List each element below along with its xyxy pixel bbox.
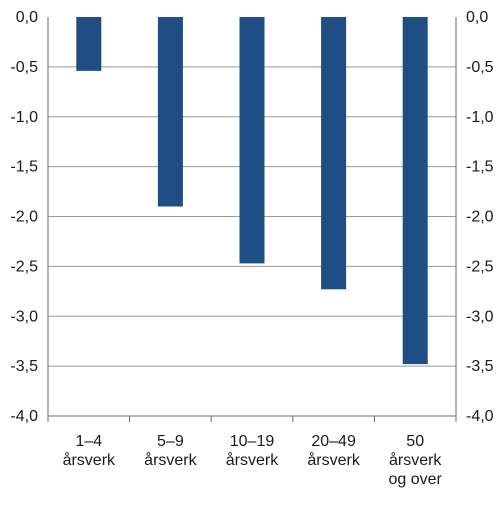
category-label: 50 årsverk og over <box>389 433 443 488</box>
y-tick-label-right: 0,0 <box>466 9 488 26</box>
bar <box>321 17 347 290</box>
category-label: 5–9 årsverk <box>144 433 197 469</box>
y-tick-label: -0,5 <box>10 59 38 76</box>
bar <box>239 17 265 264</box>
y-tick-label-right: -3,5 <box>466 358 494 375</box>
category-label: 20–49 årsverk <box>307 433 360 469</box>
bar <box>76 17 102 71</box>
y-tick-label: -2,5 <box>10 258 38 275</box>
category-label: 1–4 årsverk <box>63 433 116 469</box>
y-tick-label: 0,0 <box>16 9 38 26</box>
bar <box>157 17 183 207</box>
bars <box>76 17 428 365</box>
y-tick-label-right: -1,0 <box>466 109 494 126</box>
y-tick-label: -2,0 <box>10 209 38 226</box>
y-tick-label: -3,0 <box>10 308 38 325</box>
axes <box>47 17 457 422</box>
y-tick-label-right: -3,0 <box>466 308 494 325</box>
bar <box>402 17 428 365</box>
y-tick-label-right: -4,0 <box>466 408 494 425</box>
y-tick-labels-right: 0,0 -0,5 -1,0 -1,5 -2,0 -2,5 -3,0 -3,5 -4,0 <box>466 9 494 425</box>
y-tick-label-right: -1,5 <box>466 159 494 176</box>
y-tick-label: -4,0 <box>10 408 38 425</box>
y-tick-label-right: -2,5 <box>466 258 494 275</box>
category-labels: 1–4 årsverk 5–9 årsverk 10–19 årsverk 20–49 års… <box>63 433 443 488</box>
y-tick-labels-left: 0,0 -0,5 -1,0 -1,5 -2,0 -2,5 -3,0 -3,5 -4,0 <box>10 9 38 425</box>
y-tick-label: -1,0 <box>10 109 38 126</box>
y-tick-label: -3,5 <box>10 358 38 375</box>
category-label: 10–19 årsverk <box>226 433 279 469</box>
y-tick-label-right: -2,0 <box>466 209 494 226</box>
y-tick-label-right: -0,5 <box>466 59 494 76</box>
y-tick-label: -1,5 <box>10 159 38 176</box>
